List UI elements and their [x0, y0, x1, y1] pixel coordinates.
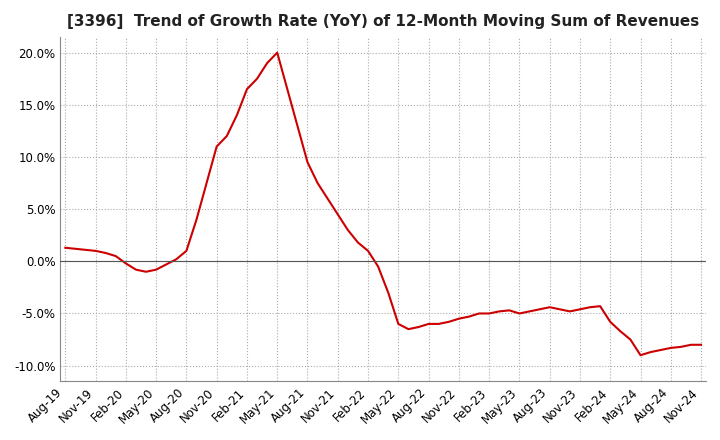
Title: [3396]  Trend of Growth Rate (YoY) of 12-Month Moving Sum of Revenues: [3396] Trend of Growth Rate (YoY) of 12-…: [67, 14, 699, 29]
